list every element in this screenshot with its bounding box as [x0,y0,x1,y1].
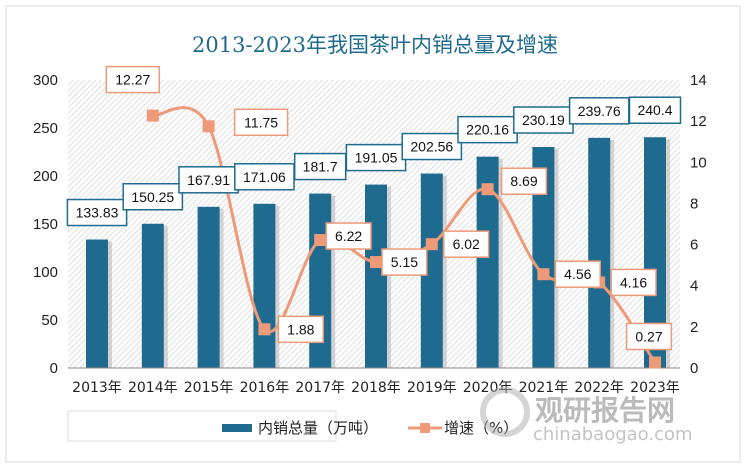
bar-label: 133.83 [76,205,119,221]
bar-label-box [401,132,463,161]
x-tick: 2019年 [407,380,457,396]
y-right-tick: 0 [690,360,698,377]
y-left-tick: 0 [50,360,58,377]
legend-bar-swatch [222,424,252,432]
growth-label-box [443,230,490,258]
bar [644,137,666,368]
bar-label: 220.16 [466,122,509,138]
bar [420,173,443,368]
y-left-tick: 250 [33,120,58,137]
bar-label-box [293,152,347,181]
growth-marker [202,120,215,133]
growth-marker [146,109,159,122]
y-right-tick: 8 [690,195,698,212]
bar [588,137,611,368]
y-right-tick: 2 [690,319,698,336]
x-tick: 2021年 [519,380,569,396]
growth-label: 8.69 [510,173,537,189]
bar-label: 167.91 [187,172,230,188]
growth-marker [537,268,550,281]
x-tick: 2013年 [72,380,122,396]
x-tick: 2022年 [574,380,624,396]
bar-label-box [568,97,630,125]
bar-label: 181.7 [303,159,338,175]
bar-label: 150.25 [131,189,174,205]
x-tick: 2015年 [184,380,234,396]
bar-label: 239.76 [578,103,621,119]
growth-label: 4.16 [620,274,647,290]
growth-label: 5.15 [391,254,418,270]
bar-label: 191.05 [355,150,398,166]
bar [532,147,555,368]
growth-label-box [381,248,428,276]
chart-title: 2013-2023年我国茶叶内销总量及增速 [192,33,558,57]
bar [197,206,220,368]
bar-label: 171.06 [243,169,286,185]
bar [141,223,164,368]
watermark-name: 观研报告网 [535,394,675,427]
growth-label: 11.75 [244,114,278,130]
growth-label-box [325,222,372,250]
growth-label: 6.02 [453,236,480,252]
bar-label-box [234,163,295,191]
x-tick: 2016年 [240,380,290,396]
bar-label-box [66,198,128,227]
y-right-tick: 10 [690,154,707,171]
bar-label-box [457,115,518,144]
bar-label: 240.4 [637,102,672,118]
watermark-url: chinabaogao.com [533,424,693,445]
legend-bar-label: 内销总量（万吨） [258,419,378,437]
bar [476,156,499,368]
y-right-tick: 4 [690,278,698,295]
growth-marker [314,234,327,247]
bar-label-box [122,183,184,211]
bar [365,184,387,368]
x-tick: 2017年 [295,380,345,396]
bar-label-box [513,106,574,134]
bar-label-box [628,96,682,124]
growth-label-box [277,315,324,344]
growth-label-box [233,108,289,137]
growth-label-box [105,65,161,94]
growth-label: 4.56 [564,266,591,282]
y-left-tick: 100 [33,264,58,281]
growth-label: 0.27 [635,328,662,344]
bar-label: 230.19 [522,112,565,128]
growth-marker [425,238,438,251]
y-right-tick: 6 [690,237,698,254]
y-right-tick: 12 [690,113,707,130]
bar [86,239,108,368]
growth-marker [370,256,382,269]
x-tick: 2018年 [351,380,401,396]
y-left-tick: 150 [33,216,58,233]
growth-label-box [500,167,548,195]
y-left-tick: 50 [41,312,58,329]
growth-label: 6.22 [335,228,362,244]
x-tick: 2023年 [630,380,680,396]
y-left-tick: 300 [33,72,58,89]
bar-label: 202.56 [410,139,453,155]
growth-marker [258,323,271,336]
watermark: 观研报告网 chinabaogao.com [480,387,693,445]
growth-label-box [554,260,601,288]
x-tick: 2014年 [128,380,178,396]
y-left-tick: 200 [33,168,58,185]
growth-label-box [625,322,673,351]
growth-marker [481,183,494,196]
growth-label-box [610,268,657,297]
growth-marker [649,356,661,369]
growth-label: 12.27 [115,72,150,88]
bar [253,203,276,368]
y-right-tick: 14 [690,72,707,89]
growth-label: 1.88 [287,321,314,337]
